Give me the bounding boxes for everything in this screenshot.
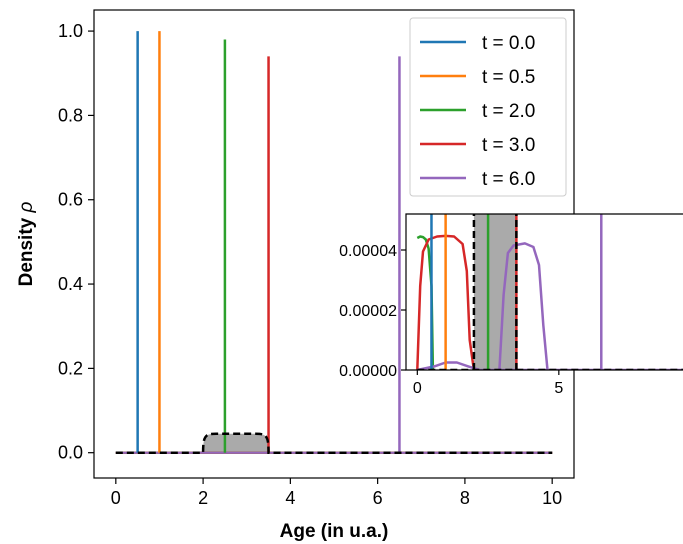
y-axis-label: Density ρ xyxy=(16,201,37,286)
inset-y-tick-label-2: 0.00004 xyxy=(339,243,397,260)
inset-curve-2 xyxy=(498,242,549,370)
legend-frame xyxy=(409,17,567,197)
main-y-ticks: 0.0 0.2 0.4 0.6 0.8 1.0 xyxy=(58,21,94,463)
inset-y-tick-label-0: 0.00000 xyxy=(339,363,397,380)
legend: t = 0.0 t = 0.5 t = 2.0 t = 3.0 t = 6.0 xyxy=(409,17,567,197)
x-tick-label-4: 8 xyxy=(460,488,470,508)
inset-x-tick-label-1: 5 xyxy=(554,380,563,397)
stationary-profile-fill xyxy=(203,433,269,453)
y-axis-label-text: Density xyxy=(16,212,37,286)
legend-label-2: t = 2.0 xyxy=(482,101,535,122)
y-tick-label-1: 0.2 xyxy=(58,358,83,378)
main-plot xyxy=(115,31,553,454)
y-tick-label-2: 0.4 xyxy=(58,274,83,294)
x-axis-label: Age (in u.a.) xyxy=(280,521,389,542)
legend-label-4: t = 6.0 xyxy=(482,169,535,190)
inset-curve-3 xyxy=(417,361,683,370)
inset-y-ticks: 0.00000 0.00002 0.00004 xyxy=(339,243,406,380)
legend-label-0: t = 0.0 xyxy=(482,33,535,54)
inset-axes-frame xyxy=(405,213,683,371)
inset-content xyxy=(416,214,683,370)
inset-y-tick-label-1: 0.00002 xyxy=(339,303,397,320)
x-tick-label-0: 0 xyxy=(111,488,121,508)
x-tick-label-5: 10 xyxy=(542,488,562,508)
legend-label-3: t = 3.0 xyxy=(482,135,535,156)
y-tick-label-5: 1.0 xyxy=(58,21,83,41)
x-tick-label-3: 6 xyxy=(373,488,383,508)
y-axis-label-symbol: ρ xyxy=(16,201,37,213)
inset-x-tick-label-0: 0 xyxy=(413,380,422,397)
x-tick-label-1: 2 xyxy=(198,488,208,508)
y-tick-label-0: 0.0 xyxy=(58,443,83,463)
main-x-ticks: 0 2 4 6 8 10 xyxy=(111,478,562,508)
legend-label-1: t = 0.5 xyxy=(482,67,535,88)
x-tick-label-2: 4 xyxy=(285,488,295,508)
y-tick-label-3: 0.6 xyxy=(58,190,83,210)
y-tick-label-4: 0.8 xyxy=(58,105,83,125)
stationary-profile-line xyxy=(115,432,553,454)
inset-x-ticks: 0510 xyxy=(413,370,563,397)
inset-profile-fill xyxy=(473,214,517,370)
